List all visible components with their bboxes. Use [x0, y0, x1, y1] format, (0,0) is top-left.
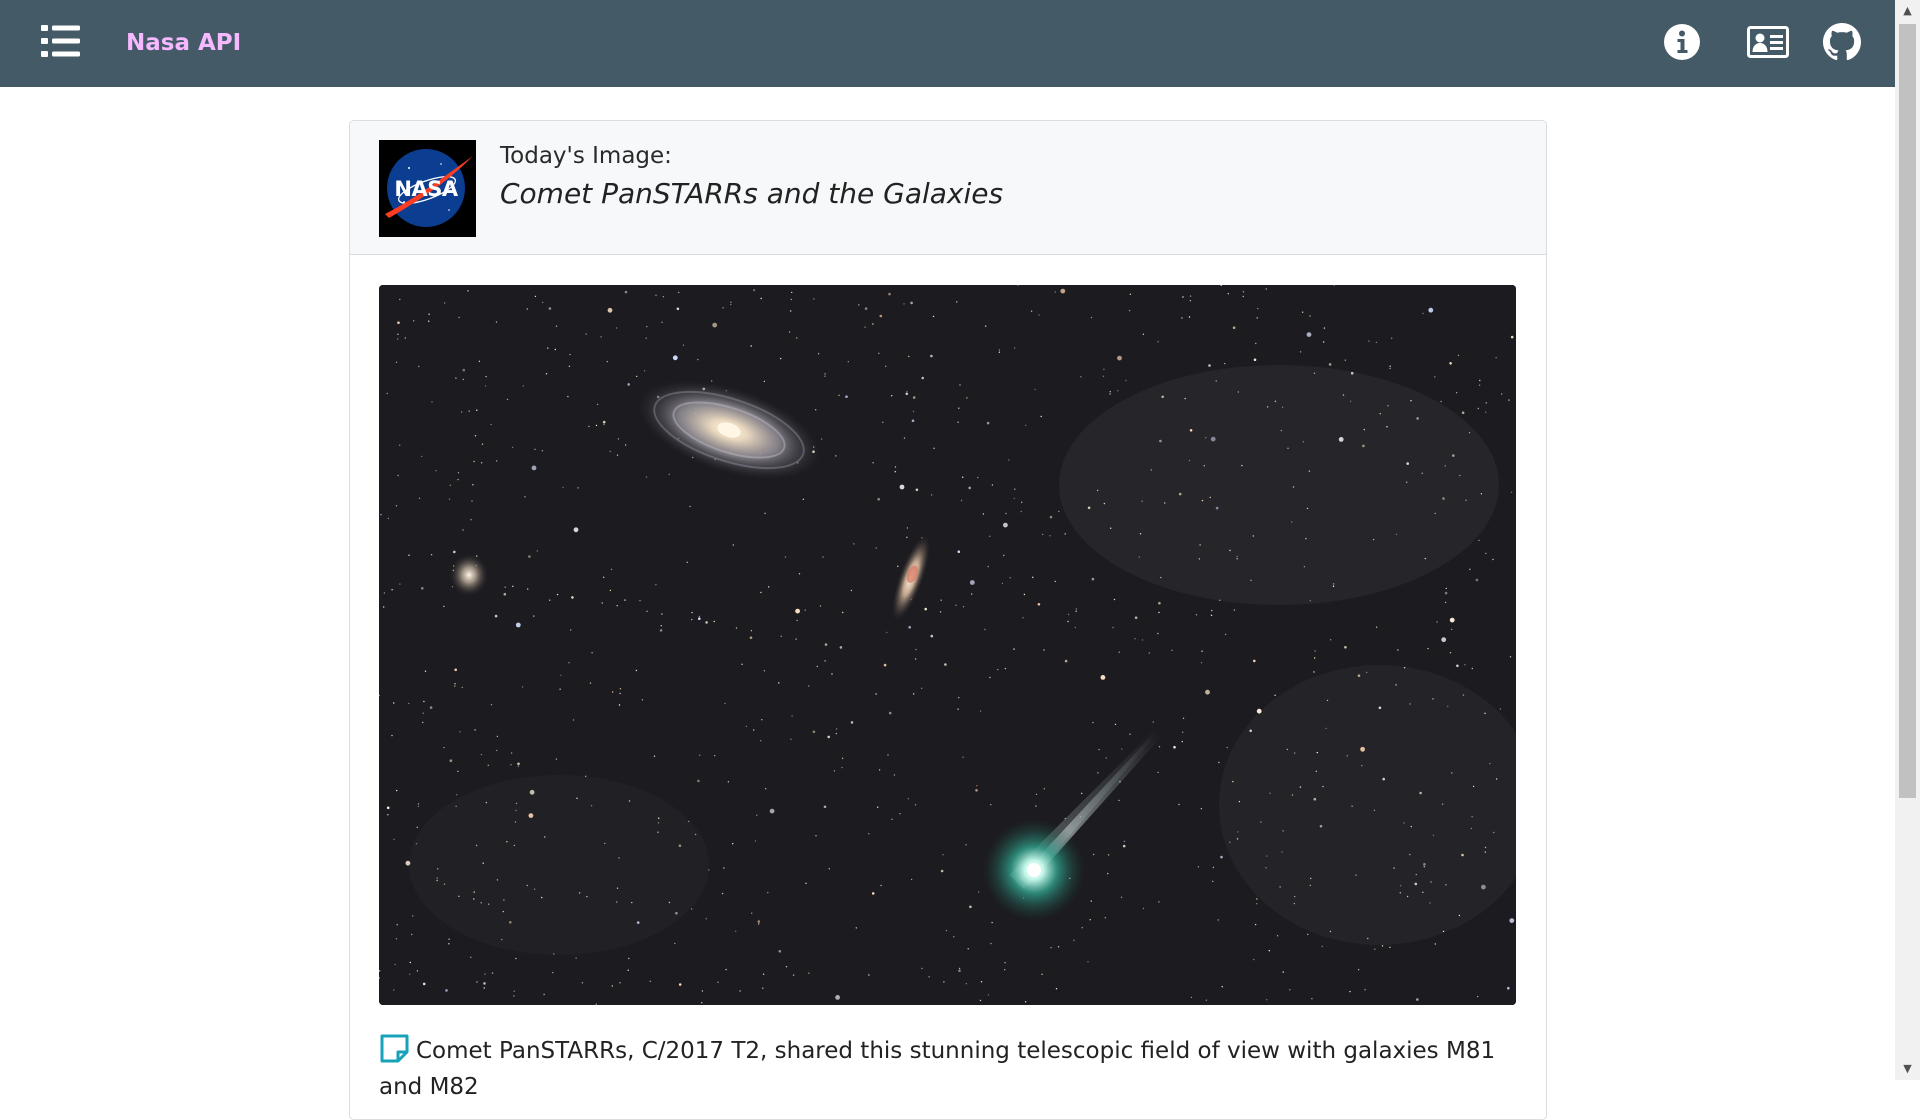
top-navbar: Nasa API [0, 0, 1895, 87]
note-icon [380, 1034, 409, 1063]
contact-card-icon[interactable] [1747, 22, 1789, 62]
nasa-logo: NASA [379, 140, 476, 237]
apod-image-canvas [379, 285, 1516, 1005]
scroll-thumb[interactable] [1899, 24, 1916, 798]
description-text: Comet PanSTARRs, C/2017 T2, shared this … [379, 1038, 1496, 1100]
page-scrollbar[interactable]: ▲ ▼ [1895, 0, 1920, 1080]
image-description: Comet PanSTARRs, C/2017 T2, shared this … [379, 1033, 1519, 1105]
card-header: NASA Today's Image: Comet PanSTARRs and … [350, 121, 1546, 255]
list-icon[interactable] [41, 24, 80, 58]
github-icon[interactable] [1823, 22, 1861, 62]
apod-image[interactable] [379, 285, 1516, 1005]
brand-link[interactable]: Nasa API [126, 30, 242, 56]
header-label: Today's Image: [500, 143, 672, 169]
image-title: Comet PanSTARRs and the Galaxies [500, 177, 1004, 210]
info-icon[interactable] [1663, 22, 1701, 62]
svg-text:NASA: NASA [394, 177, 458, 201]
apod-card: NASA Today's Image: Comet PanSTARRs and … [349, 120, 1547, 1120]
scroll-down-arrow[interactable]: ▼ [1903, 1062, 1912, 1075]
scroll-up-arrow[interactable]: ▲ [1903, 4, 1912, 17]
